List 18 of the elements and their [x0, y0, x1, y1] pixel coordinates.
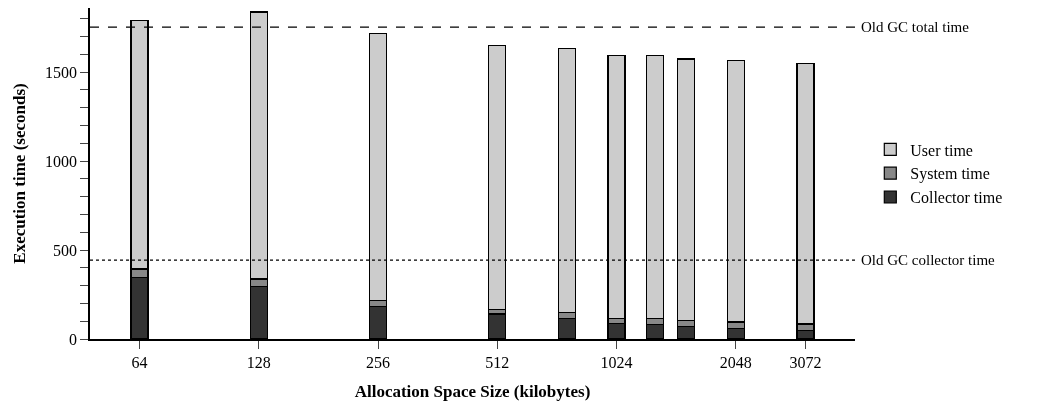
y-tick-label: 500: [53, 241, 78, 259]
x-tick-label: 64: [131, 353, 148, 371]
x-tick-label: 256: [366, 353, 390, 371]
x-tick-label: 3072: [789, 353, 822, 371]
x-tick-label: 2048: [719, 353, 752, 371]
y-tick-label: 1500: [45, 63, 78, 81]
x-tick-label: 512: [485, 353, 510, 371]
x-tick-label: 128: [246, 353, 271, 371]
legend-label: Collector time: [910, 189, 1003, 207]
ref-line-label: Old GC total time: [861, 19, 970, 35]
legend-label: System time: [910, 165, 990, 184]
legend-label: User time: [910, 141, 973, 159]
x-axis-title: Allocation Space Size (kilobytes): [354, 381, 591, 401]
y-tick-label: 0: [69, 330, 78, 348]
y-tick-label: 1000: [45, 152, 78, 170]
y-axis-title: Execution time (seconds): [10, 83, 30, 264]
ref-line-label: Old GC collector time: [861, 252, 996, 268]
x-tick-label: 1024: [600, 353, 633, 371]
